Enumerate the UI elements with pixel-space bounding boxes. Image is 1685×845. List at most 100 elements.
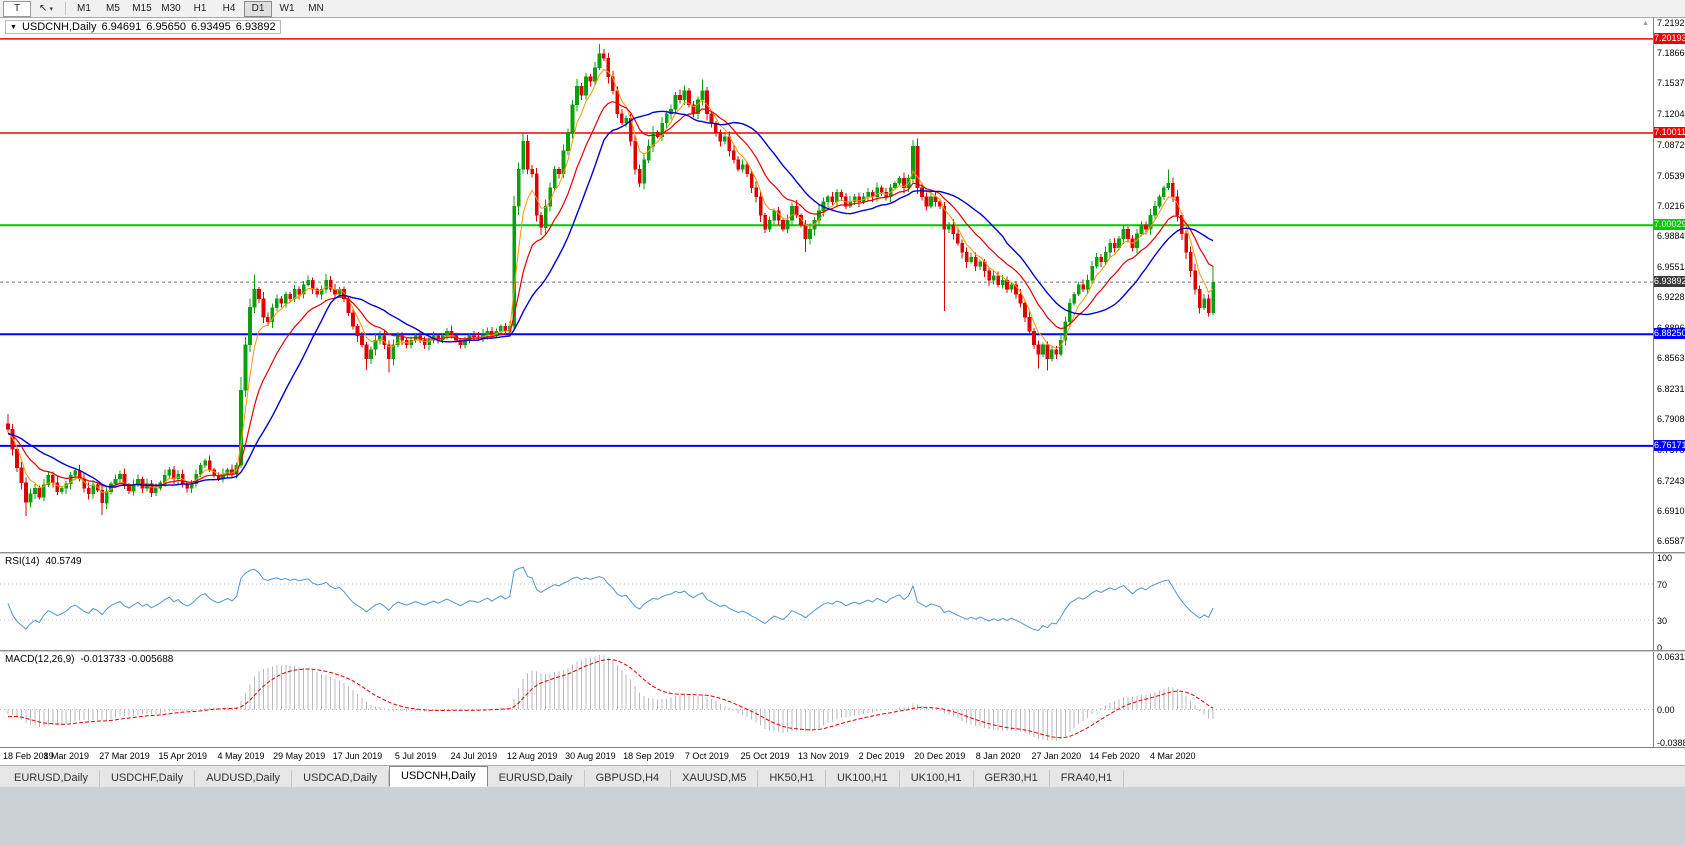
cursor-tool-button[interactable]: ↖ ▾ bbox=[32, 1, 60, 17]
macd-name: MACD(12,26,9) bbox=[5, 654, 75, 665]
panel-splitter[interactable] bbox=[0, 650, 1685, 652]
timeframe-button-m15[interactable]: M15 bbox=[132, 3, 152, 14]
chart-tab-usdcnh-daily[interactable]: USDCNH,Daily bbox=[389, 766, 488, 787]
scroll-up-icon[interactable]: ▲ bbox=[1642, 20, 1649, 27]
price-chart-canvas[interactable] bbox=[0, 18, 1653, 552]
price-tick-label: 7.18660 bbox=[1657, 48, 1685, 59]
high-value: 6.95650 bbox=[146, 21, 187, 33]
window-bottom-area bbox=[0, 787, 1685, 845]
rsi-tick-label: 0 bbox=[1657, 643, 1663, 653]
timeframe-button-h1[interactable]: H1 bbox=[193, 3, 207, 14]
chart-tab-xauusd-m5[interactable]: XAUUSD,M5 bbox=[671, 770, 759, 787]
rsi-levels bbox=[0, 583, 1653, 621]
collapse-icon[interactable]: ▼ bbox=[10, 23, 17, 31]
timeframe-button-mn[interactable]: MN bbox=[308, 3, 324, 14]
macd-signal-line bbox=[7, 658, 1214, 739]
time-axis[interactable]: 18 Feb 2019 8 Mar 2019 27 Mar 2019 15 Apr 2… bbox=[0, 747, 1685, 765]
price-tick-label: 7.21925 bbox=[1657, 17, 1685, 28]
price-tick-label: 6.95515 bbox=[1657, 262, 1685, 273]
chart-tab-eurusd-daily[interactable]: EURUSD,Daily bbox=[3, 770, 100, 787]
hlines bbox=[0, 38, 1653, 447]
price-tick-label: 6.92285 bbox=[1657, 291, 1685, 302]
timeframe-buttons: M1 M5 M15 M30 H1 H4 D1 W1 MN bbox=[70, 0, 331, 17]
rsi-canvas[interactable] bbox=[0, 554, 1653, 650]
chart-tab-fra40-h1[interactable]: FRA40,H1 bbox=[1050, 770, 1125, 787]
macd-label: MACD(12,26,9) -0.013733 -0.005688 bbox=[5, 654, 173, 665]
chart-tab-ger30-h1[interactable]: GER30,H1 bbox=[974, 770, 1050, 787]
rsi-line bbox=[7, 566, 1214, 632]
hline-price-badge: 6.88250 bbox=[1654, 328, 1685, 340]
date-tick-label: 27 Jan 2020 bbox=[1031, 751, 1082, 761]
chart-title: ▼ USDCNH,Daily 6.94691 6.95650 6.93495 6… bbox=[5, 20, 281, 34]
date-tick-label: 29 May 2019 bbox=[273, 751, 326, 761]
price-tick-label: 6.65875 bbox=[1657, 536, 1685, 547]
text-tool-button[interactable]: T bbox=[3, 0, 31, 17]
date-tick-label: 14 Feb 2020 bbox=[1089, 751, 1140, 761]
chart-tab-gbpusd-h4[interactable]: GBPUSD,H4 bbox=[585, 770, 672, 787]
hline-price-badge: 6.76171 bbox=[1654, 439, 1685, 451]
cursor-icon: ↖ bbox=[39, 3, 48, 14]
timeframe-button-m30[interactable]: M30 bbox=[161, 3, 181, 14]
timeframe-button-d1[interactable]: D1 bbox=[244, 0, 272, 17]
low-value: 6.93495 bbox=[191, 21, 231, 33]
chart-tab-usdcad-daily[interactable]: USDCAD,Daily bbox=[292, 770, 390, 787]
chart-tab-bar: EURUSD,Daily USDCHF,Daily AUDUSD,Daily USDC… bbox=[0, 765, 1685, 787]
price-tick-label: 6.85635 bbox=[1657, 353, 1685, 364]
chart-tab-audusd-daily[interactable]: AUDUSD,Daily bbox=[195, 770, 293, 787]
chart-panel[interactable]: ▼ USDCNH,Daily 6.94691 6.95650 6.93495 6… bbox=[0, 18, 1653, 552]
rsi-value: 40.5749 bbox=[45, 556, 82, 567]
chart-tab-uk100-h1[interactable]: UK100,H1 bbox=[826, 770, 900, 787]
chart-tab-uk100-h1[interactable]: UK100,H1 bbox=[900, 770, 974, 787]
macd-tick-label: 0.063113 bbox=[1657, 652, 1685, 662]
close-value: 6.93892 bbox=[235, 21, 276, 33]
date-tick-label: 8 Jan 2020 bbox=[975, 751, 1021, 761]
open-value: 6.94691 bbox=[101, 21, 142, 33]
date-tick-label: 30 Aug 2019 bbox=[565, 751, 616, 761]
price-tick-label: 6.72430 bbox=[1657, 475, 1685, 486]
price-tick-label: 6.98840 bbox=[1657, 231, 1685, 242]
date-tick-label: 17 Jun 2019 bbox=[332, 751, 383, 761]
toolbar-divider bbox=[65, 2, 66, 15]
price-axis[interactable]: 7.21925 7.18660 7.15370 7.12040 7.08720 7.053… bbox=[1653, 17, 1685, 748]
timeframe-button-w1[interactable]: W1 bbox=[279, 3, 295, 14]
timeframe-button-m1[interactable]: M1 bbox=[77, 3, 91, 14]
price-tick-label: 7.15370 bbox=[1657, 78, 1685, 89]
date-tick-label: 12 Aug 2019 bbox=[506, 751, 558, 761]
price-tick-label: 7.12040 bbox=[1657, 109, 1685, 120]
macd-tick-label: -0.038872 bbox=[1657, 738, 1685, 748]
hline-price-badge: 7.20193 bbox=[1654, 32, 1685, 44]
date-tick-label: 4 May 2019 bbox=[217, 751, 265, 761]
rsi-panel[interactable]: RSI(14) 40.5749 bbox=[0, 554, 1653, 650]
toolbar: T ↖ ▾ M1 M5 M15 M30 H1 H4 D1 W1 MN bbox=[0, 0, 1685, 18]
price-tick-label: 7.05395 bbox=[1657, 170, 1685, 181]
date-tick-label: 2 Dec 2019 bbox=[858, 751, 905, 761]
symbol-period-label: USDCNH,Daily bbox=[21, 21, 97, 33]
chevron-down-icon: ▾ bbox=[49, 5, 53, 13]
date-tick-label: 25 Oct 2019 bbox=[740, 751, 790, 761]
rsi-label: RSI(14) 40.5749 bbox=[5, 556, 82, 567]
date-tick-label: 15 Apr 2019 bbox=[158, 751, 207, 761]
chart-tab-hk50-h1[interactable]: HK50,H1 bbox=[758, 770, 826, 787]
chart-tab-eurusd-daily[interactable]: EURUSD,Daily bbox=[488, 770, 585, 787]
price-tick-label: 7.02165 bbox=[1657, 200, 1685, 211]
hline-price-badge: 7.10011 bbox=[1654, 127, 1685, 139]
timeframe-button-m5[interactable]: M5 bbox=[106, 3, 120, 14]
chart-tab-usdchf-daily[interactable]: USDCHF,Daily bbox=[100, 770, 196, 787]
date-tick-label: 4 Mar 2020 bbox=[1150, 751, 1196, 761]
macd-canvas[interactable] bbox=[0, 652, 1653, 747]
moving-averages bbox=[7, 68, 1214, 493]
price-tick-label: 6.88960 bbox=[1657, 323, 1685, 333]
macd-panel[interactable]: MACD(12,26,9) -0.013733 -0.005688 bbox=[0, 652, 1653, 747]
rsi-tick-label: 100 bbox=[1657, 553, 1673, 563]
panel-splitter[interactable] bbox=[0, 552, 1685, 554]
date-tick-label: 5 Jul 2019 bbox=[394, 751, 437, 761]
timeframe-button-h4[interactable]: H4 bbox=[222, 3, 236, 14]
rsi-tick-label: 30 bbox=[1657, 616, 1668, 626]
macd-histogram bbox=[7, 655, 1214, 741]
date-tick-label: 18 Feb 2019 bbox=[3, 751, 54, 761]
date-tick-label: 27 Mar 2019 bbox=[99, 751, 150, 761]
date-tick-label: 20 Dec 2019 bbox=[914, 751, 966, 761]
date-tick-label: 7 Oct 2019 bbox=[684, 751, 729, 761]
date-tick-label: 13 Nov 2019 bbox=[797, 751, 849, 761]
